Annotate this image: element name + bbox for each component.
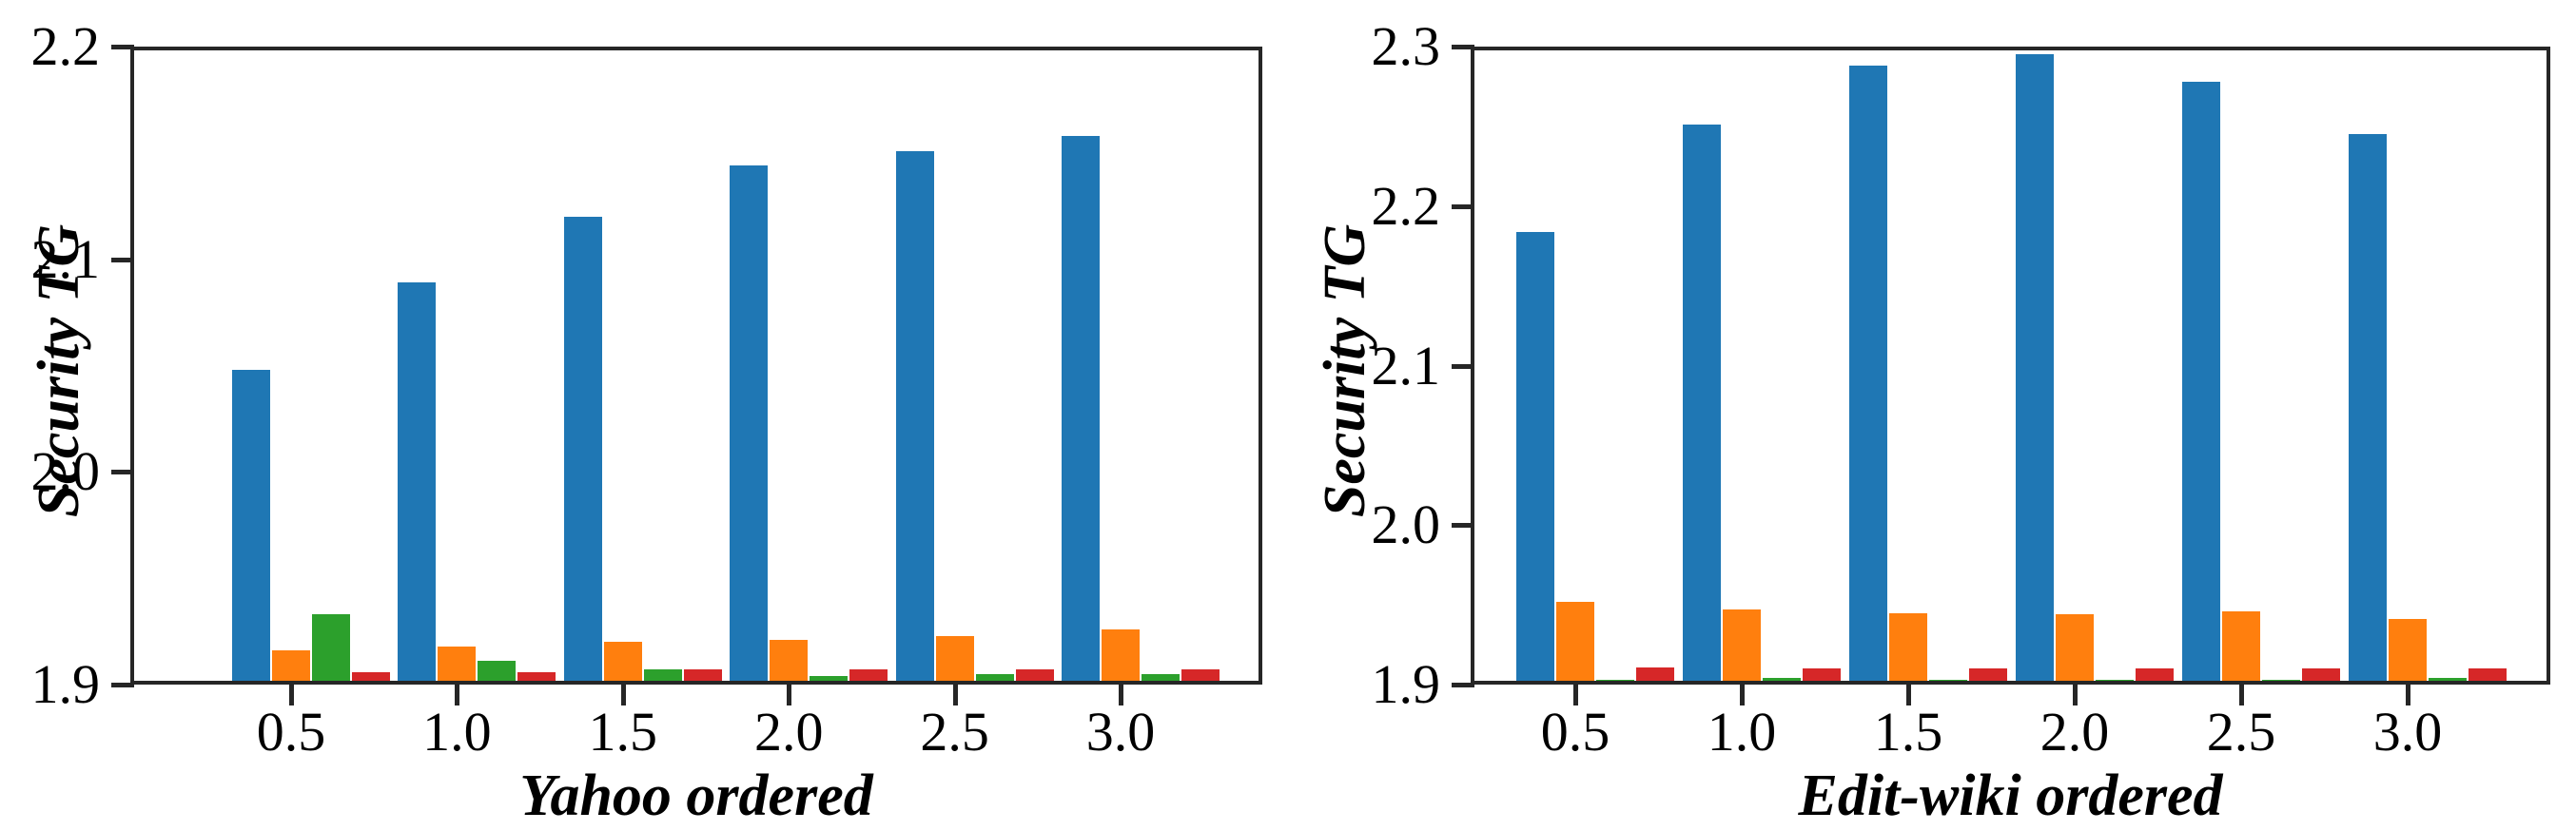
edit-wiki-ordered-bar-red-2.0 [2136,668,2174,685]
edit-wiki-ordered-bar-blue-2.5 [2182,82,2220,685]
yahoo-ordered-bar-orange-0.5 [272,650,310,685]
edit-wiki-ordered-bar-blue-3.0 [2349,134,2387,685]
y-tick-mark [111,470,134,475]
y-tick-label: 2.2 [30,15,101,77]
yahoo-ordered-bar-orange-2.5 [936,636,974,685]
x-tick-label: 3.0 [2372,701,2443,763]
x-tick-mark [952,681,958,705]
y-tick-label: 2.1 [30,227,101,290]
y-tick-mark [1452,45,1474,49]
x-tick-mark [620,681,626,705]
edit-wiki-ordered-bar-green-2.5 [2262,680,2300,685]
x-tick-label: 1.5 [1873,701,1943,763]
edit-wiki-ordered-bar-green-2.0 [2096,680,2134,685]
x-tick-label: 0.5 [1540,701,1610,763]
edit-wiki-ordered-bar-orange-1.5 [1889,613,1927,685]
x-tick-mark [2073,681,2078,705]
edit-wiki-ordered-bar-green-3.0 [2429,678,2467,685]
y-tick-label: 2.3 [1371,15,1441,77]
yahoo-ordered-bar-orange-1.0 [438,647,476,685]
edit-wiki-ordered-bar-orange-1.0 [1723,609,1761,685]
x-tick-mark [2239,681,2244,705]
x-tick-mark [289,681,294,705]
edit-wiki-ordered-bar-orange-2.5 [2222,611,2260,685]
edit-wiki-ordered-bar-blue-1.5 [1849,66,1887,685]
y-tick-mark [1452,203,1474,209]
edit-wiki-ordered-bar-green-0.5 [1596,680,1634,685]
y-tick-mark [1452,523,1474,529]
edit-wiki-ordered-bar-red-1.0 [1803,668,1841,685]
y-tick-label: 2.1 [1371,334,1441,396]
x-tick-mark [1740,681,1745,705]
yahoo-ordered-bar-green-3.0 [1142,674,1180,685]
x-tick-mark [1119,681,1123,705]
x-tick-mark [1573,681,1578,705]
x-axis-title: Yahoo ordered [519,763,873,828]
plot-area [130,47,1262,685]
x-tick-label: 1.0 [422,701,492,763]
yahoo-ordered-bar-blue-3.0 [1062,136,1100,685]
x-tick-label: 1.5 [588,701,658,763]
y-tick-label: 1.9 [1371,653,1441,715]
yahoo-ordered-bar-green-1.0 [478,661,516,685]
yahoo-ordered-bar-blue-1.0 [398,282,436,685]
edit-wiki-ordered-bar-orange-2.0 [2056,614,2094,685]
edit-wiki-ordered-bar-orange-0.5 [1556,602,1594,685]
edit-wiki-ordered-bar-blue-0.5 [1516,232,1554,685]
x-tick-mark [1906,681,1911,705]
x-tick-label: 3.0 [1085,701,1156,763]
y-tick-label: 2.0 [1371,493,1441,556]
x-tick-mark [2406,681,2410,705]
x-tick-label: 2.0 [753,701,824,763]
plot-area [1471,47,2550,685]
x-tick-label: 1.0 [1707,701,1777,763]
plot-frame [1471,47,2550,685]
edit-wiki-ordered-bar-red-3.0 [2469,668,2507,685]
yahoo-ordered-bar-orange-2.0 [770,640,808,685]
y-tick-mark [111,257,134,262]
yahoo-ordered-bar-green-0.5 [312,614,350,685]
edit-wiki-ordered-bar-red-0.5 [1636,667,1674,685]
yahoo-ordered-bar-green-2.0 [810,676,848,685]
edit-wiki-ordered-bar-red-1.5 [1969,668,2007,685]
yahoo-ordered-bar-blue-0.5 [232,370,270,685]
yahoo-ordered-bar-blue-2.0 [730,165,768,685]
y-tick-mark [111,45,134,49]
y-tick-mark [111,683,134,687]
x-tick-mark [787,681,792,705]
x-tick-label: 2.5 [2206,701,2276,763]
yahoo-ordered-bar-orange-3.0 [1102,629,1140,685]
y-tick-mark [1452,683,1474,687]
edit-wiki-ordered-bar-blue-1.0 [1683,125,1721,685]
y-tick-label: 1.9 [30,653,101,715]
edit-wiki-ordered-bar-orange-3.0 [2389,619,2427,685]
edit-wiki-ordered-bar-red-2.5 [2302,668,2340,685]
yahoo-ordered-bar-green-2.5 [976,674,1014,685]
x-axis-title: Edit-wiki ordered [1798,763,2223,828]
yahoo-ordered-bar-blue-1.5 [564,217,602,685]
x-tick-label: 2.5 [920,701,989,763]
x-tick-mark [455,681,460,705]
x-tick-label: 0.5 [256,701,326,763]
x-tick-label: 2.0 [2039,701,2110,763]
edit-wiki-ordered-bar-blue-2.0 [2016,54,2054,685]
edit-wiki-ordered-bar-green-1.0 [1763,678,1801,685]
yahoo-ordered-bar-blue-2.5 [896,151,934,685]
edit-wiki-ordered-bar-green-1.5 [1929,680,1967,685]
y-tick-label: 2.2 [1371,174,1441,237]
y-tick-label: 2.0 [30,440,101,503]
yahoo-ordered-bar-orange-1.5 [604,642,642,685]
y-tick-mark [1452,363,1474,369]
